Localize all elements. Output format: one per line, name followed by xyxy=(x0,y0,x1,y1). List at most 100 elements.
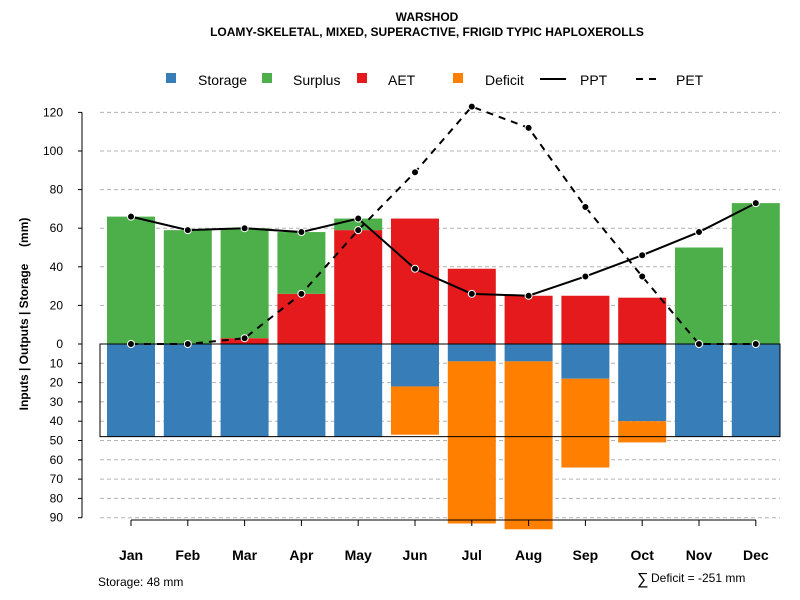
month-label: Nov xyxy=(686,547,713,563)
y-tick-label: 0 xyxy=(56,337,63,351)
aet-bar xyxy=(447,268,496,344)
pet-point xyxy=(354,226,363,235)
aet-bar xyxy=(561,295,610,344)
pet-point xyxy=(183,340,192,348)
deficit-sum-symbol: ∑ xyxy=(637,571,648,588)
storage-bar xyxy=(391,344,439,387)
legend-label-deficit: Deficit xyxy=(485,72,524,88)
bars xyxy=(107,203,780,530)
y-axis-label: Inputs | Outputs | Storage (mm) xyxy=(17,218,31,411)
storage-capacity-outline xyxy=(99,343,781,438)
storage-bar xyxy=(618,344,667,422)
legend-label-surplus: Surplus xyxy=(293,72,340,88)
pet-point xyxy=(411,168,419,177)
ppt-point xyxy=(183,226,192,235)
deficit-bar xyxy=(447,361,496,524)
legend-label-pet: PET xyxy=(676,72,704,88)
aet-bar xyxy=(391,218,439,344)
ppt-point xyxy=(751,199,760,208)
legend-swatch-aet xyxy=(357,73,367,83)
y-tick-label: 20 xyxy=(50,376,64,390)
surplus-bar xyxy=(107,216,155,344)
ppt-point xyxy=(127,212,135,221)
legend-label-aet: AET xyxy=(388,72,416,88)
aet-bar xyxy=(618,297,667,344)
storage-bar xyxy=(107,344,155,437)
storage-bar xyxy=(447,344,496,362)
y-tick-label: 80 xyxy=(50,491,64,505)
y-tick-label: 30 xyxy=(50,395,64,409)
ppt-line xyxy=(130,202,757,297)
chart-subtitle: LOAMY-SKELETAL, MIXED, SUPERACTIVE, FRIG… xyxy=(210,25,644,39)
ppt-point xyxy=(695,228,703,237)
surplus-bar xyxy=(334,218,383,231)
surplus-bar xyxy=(731,203,780,344)
y-tick-label: 80 xyxy=(50,183,64,197)
deficit-bar xyxy=(391,386,439,435)
y-tick-label: 100 xyxy=(43,144,63,158)
pet-point xyxy=(127,340,135,348)
axes: 0 20 40 60 80 100 120 10 20 30 40 50 60 70 80 90 xyxy=(43,105,757,526)
surplus-bar xyxy=(163,230,212,344)
deficit-footnote: Deficit = -251 mm xyxy=(651,571,745,585)
deficit-bar xyxy=(504,361,553,530)
ppt-point xyxy=(581,272,590,281)
legend-label-ppt: PPT xyxy=(580,72,608,88)
ppt-point xyxy=(638,251,647,260)
pet-point xyxy=(751,340,760,348)
month-label: Sep xyxy=(573,547,599,563)
pet-point xyxy=(695,340,703,348)
storage-footnote: Storage: 48 mm xyxy=(98,575,183,589)
y-tick-label: 40 xyxy=(50,414,64,428)
ppt-point xyxy=(354,214,363,223)
surplus-bar xyxy=(220,228,269,339)
legend-label-storage: Storage xyxy=(198,72,247,88)
y-tick-label: 40 xyxy=(50,260,64,274)
month-label: Feb xyxy=(175,547,200,563)
month-label: Apr xyxy=(289,547,314,563)
deficit-bar xyxy=(561,378,610,468)
series-lines xyxy=(127,102,760,348)
ppt-point xyxy=(240,224,249,233)
surplus-bar xyxy=(277,232,326,294)
y-tick-label: 70 xyxy=(50,472,64,486)
month-labels: Jan Feb Mar Apr May Jun Jul Aug Sep Oct Nov Dec xyxy=(119,547,769,563)
pet-point xyxy=(297,289,306,298)
month-label: Oct xyxy=(631,547,655,563)
chart-title: WARSHOD xyxy=(396,10,459,24)
month-label: Aug xyxy=(515,547,542,563)
storage-bar xyxy=(731,344,780,437)
storage-bar xyxy=(277,344,326,437)
pet-point xyxy=(581,202,590,211)
legend-swatch-storage xyxy=(166,73,176,83)
deficit-bar xyxy=(618,421,667,443)
y-tick-label: 60 xyxy=(50,453,64,467)
y-tick-label: 50 xyxy=(50,434,64,448)
month-label: May xyxy=(345,547,372,563)
pet-point xyxy=(524,123,533,132)
storage-bar xyxy=(675,344,723,437)
month-label: Dec xyxy=(743,547,769,563)
ppt-point xyxy=(297,228,306,237)
storage-bar xyxy=(220,344,269,437)
y-tick-label: 10 xyxy=(50,356,64,370)
legend-swatch-surplus xyxy=(262,73,272,83)
ppt-point xyxy=(411,264,419,273)
storage-bar xyxy=(561,344,610,379)
ppt-point xyxy=(524,291,533,300)
storage-bar xyxy=(163,344,212,437)
ppt-point xyxy=(467,289,476,298)
surplus-bar xyxy=(675,247,723,344)
y-tick-label: 60 xyxy=(50,221,64,235)
y-tick-label: 90 xyxy=(50,511,64,525)
pet-point xyxy=(467,102,476,111)
pet-point xyxy=(638,272,647,281)
aet-bar xyxy=(504,295,553,344)
storage-capacity-box xyxy=(99,343,781,438)
month-label: Jun xyxy=(403,547,428,563)
legend: Storage Surplus AET Deficit PPT PET xyxy=(166,72,704,88)
pet-point xyxy=(240,334,249,343)
y-tick-label: 20 xyxy=(50,298,64,312)
pet-line xyxy=(131,105,756,345)
month-label: Jul xyxy=(462,547,482,563)
